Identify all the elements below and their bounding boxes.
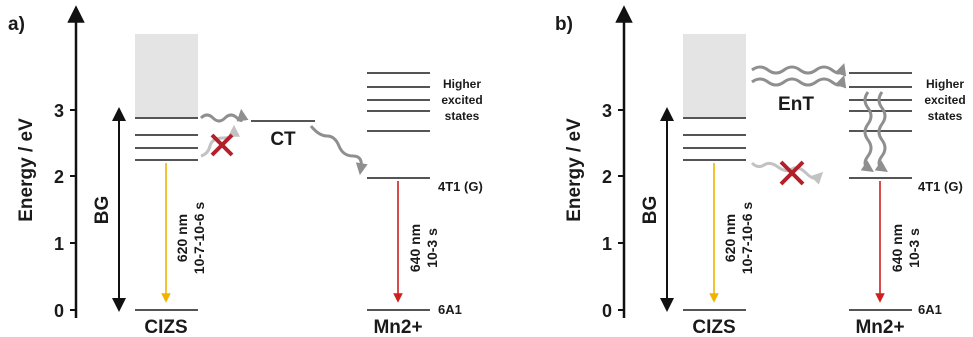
panel-a-axis-ticks: 0 1 2 3 xyxy=(54,101,76,321)
panel-a-axis-title: Energy / eV xyxy=(16,118,37,222)
panel-b-host-label: CIZS xyxy=(692,317,735,337)
panel-b-higher-states-line1: Higher xyxy=(926,77,964,91)
panel-a-host-label: CIZS xyxy=(144,317,187,337)
panel-a-ct-to-mn-arrow xyxy=(309,125,368,176)
panel-b-bandgap-label: BG xyxy=(640,196,661,225)
panel-b-blocked-cross-icon xyxy=(779,160,805,186)
panel-b-axis-title: Energy / eV xyxy=(564,118,585,222)
panel-b-axis-ticks: 0 1 2 3 xyxy=(602,101,624,321)
panel-b-dopant-upper-label: 4T1 (G) xyxy=(918,179,963,194)
panel-b-host-emission-lifetime: 10-7-10-6 s xyxy=(739,202,755,275)
panel-b-label: b) xyxy=(555,14,573,35)
panel-b-tick-label-0: 0 xyxy=(602,301,612,321)
panel-a-higher-states-line2: excited xyxy=(441,93,482,107)
panel-a-tick-label-3: 3 xyxy=(54,101,64,121)
panel-a-tick-label-1: 1 xyxy=(54,234,64,254)
panel-a-dopant-label: Mn2+ xyxy=(373,317,422,337)
panel-b-dopant-emission-lifetime: 10-3 s xyxy=(906,228,922,268)
panel-a-host-to-ct-arrow xyxy=(199,108,249,123)
panel-a-tick-label-0: 0 xyxy=(54,301,64,321)
panel-a-host-emission-wavelength: 620 nm xyxy=(174,214,190,262)
panel-b-ent-arrow-1 xyxy=(751,63,847,77)
panel-a-dopant-ground-label: 6A1 xyxy=(438,302,462,317)
panel-b-relaxation-arrow-2 xyxy=(874,91,888,172)
panel-a-host-emission-lifetime: 10-7-10-6 s xyxy=(191,202,207,275)
panel-a-dopant-emission-wavelength: 640 nm xyxy=(407,224,423,272)
panel-a-blocked-cross-icon xyxy=(210,133,234,157)
panel-a-higher-states-line1: Higher xyxy=(443,77,481,91)
panel-b-tick-label-2: 2 xyxy=(602,167,612,187)
panel-b-higher-states-line3: states xyxy=(928,109,963,123)
panel-b: b) 0 1 2 3 Energy / eV BG CIZS 620 nm 10… xyxy=(555,5,966,337)
panel-a-higher-states-line3: states xyxy=(445,109,480,123)
panel-b-host-emission-wavelength: 620 nm xyxy=(722,214,738,262)
panel-b-relaxation-arrow-1 xyxy=(860,91,874,172)
panel-a-transfer-label: CT xyxy=(270,129,296,150)
panel-b-blocked-transfer-arrow xyxy=(750,161,824,185)
panel-b-transfer-label: EnT xyxy=(778,94,814,115)
panel-b-dopant-label: Mn2+ xyxy=(855,317,904,337)
panel-a: a) 0 1 2 3 Energy / eV BG CIZS 620 nm 10… xyxy=(8,5,483,337)
panel-a-tick-label-2: 2 xyxy=(54,167,64,187)
panel-a-bandgap-label: BG xyxy=(92,196,113,225)
panel-b-tick-label-3: 3 xyxy=(602,101,612,121)
panel-a-dopant-upper-label: 4T1 (G) xyxy=(438,179,483,194)
panel-b-ent-arrow-2 xyxy=(751,75,847,89)
panel-a-dopant-emission-lifetime: 10-3 s xyxy=(424,228,440,268)
panel-a-label: a) xyxy=(8,14,25,35)
panel-b-tick-label-1: 1 xyxy=(602,234,612,254)
panel-b-dopant-ground-label: 6A1 xyxy=(918,302,942,317)
panel-a-conduction-band xyxy=(135,34,198,118)
panel-b-dopant-emission-wavelength: 640 nm xyxy=(889,224,905,272)
panel-b-higher-states-line2: excited xyxy=(924,93,965,107)
panel-b-conduction-band xyxy=(683,34,746,118)
